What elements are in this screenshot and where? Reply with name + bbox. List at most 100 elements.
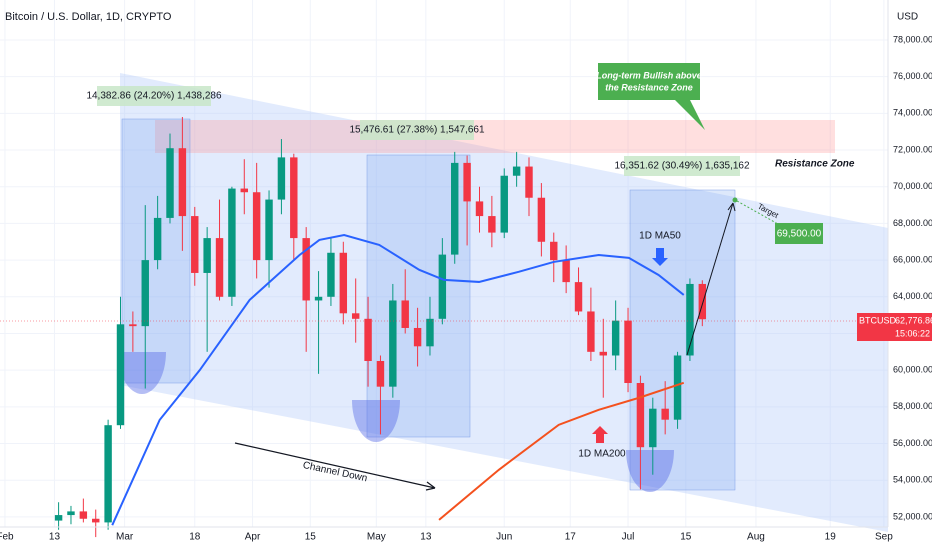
candle-body xyxy=(488,216,496,233)
target-price: 69,500.00 xyxy=(777,229,822,240)
candle-body xyxy=(537,197,546,242)
candle-body xyxy=(525,166,533,198)
candle-body xyxy=(512,166,521,176)
label-box xyxy=(360,120,474,140)
candle-body xyxy=(636,383,645,448)
ma200-label: 1D MA200 xyxy=(578,449,626,460)
candle-body xyxy=(475,201,484,217)
range-box xyxy=(629,189,736,491)
x-tick-label: Feb xyxy=(0,532,14,543)
candle-body xyxy=(351,313,360,319)
candle-body xyxy=(574,282,583,312)
candle-body xyxy=(92,518,100,523)
y-tick-label: 74,000.00 xyxy=(893,108,932,118)
candle-body xyxy=(649,408,657,448)
x-tick-label: 15 xyxy=(680,532,692,543)
candle-body xyxy=(611,320,620,356)
x-tick-label: Apr xyxy=(245,532,261,543)
x-tick-label: 13 xyxy=(49,532,61,543)
x-tick-label: Aug xyxy=(747,532,765,543)
last-price: 62,776.86 xyxy=(895,315,932,325)
moving-average xyxy=(438,381,685,521)
y-tick-label: 60,000.00 xyxy=(893,365,932,375)
x-tick-label: 13 xyxy=(420,532,432,543)
candle-body xyxy=(203,238,211,273)
x-tick-label: May xyxy=(367,532,386,543)
candle-body xyxy=(79,511,88,519)
candle-body xyxy=(166,148,174,218)
y-tick-label: 76,000.00 xyxy=(893,71,932,81)
candle-body xyxy=(562,260,570,283)
channel xyxy=(120,73,888,532)
arrow-head xyxy=(727,202,736,212)
label-box xyxy=(97,86,211,106)
candle-body xyxy=(364,318,372,361)
ma50-label: 1D MA50 xyxy=(639,231,681,242)
candle-body xyxy=(314,296,323,301)
candle-body xyxy=(624,320,632,384)
candle-body xyxy=(463,162,471,202)
x-tick-label: 18 xyxy=(189,532,201,543)
range-label: 14,382.86 (24.20%) 1,438,286 xyxy=(86,91,222,102)
x-tick-label: Jul xyxy=(622,532,635,543)
candle-body xyxy=(116,324,125,426)
y-tick-label: 64,000.00 xyxy=(893,291,932,301)
y-tick-label: 58,000.00 xyxy=(893,401,932,411)
countdown: 15:06:22 xyxy=(895,328,930,338)
candle-body xyxy=(376,360,385,387)
y-tick-label: 66,000.00 xyxy=(893,254,932,264)
candle-body xyxy=(252,192,261,261)
candle-body xyxy=(661,408,669,420)
candle-body xyxy=(587,311,595,352)
candle-body xyxy=(141,260,149,327)
candle-body xyxy=(104,425,112,523)
marks xyxy=(54,117,707,538)
candle-body xyxy=(599,351,607,356)
x-tick-label: 19 xyxy=(825,532,837,543)
symbol: BTCUSD xyxy=(859,315,897,325)
candle-body xyxy=(153,217,162,261)
moving-average xyxy=(111,233,685,526)
y-tick-label: 68,000.00 xyxy=(893,218,932,228)
price-tag xyxy=(857,313,932,341)
resistance-zone xyxy=(155,120,835,153)
candle-body xyxy=(191,216,199,273)
candle-body xyxy=(129,324,137,327)
candle-body xyxy=(500,175,508,233)
candle-body xyxy=(550,241,558,261)
candle-body xyxy=(178,148,187,217)
candle-body xyxy=(426,318,434,347)
candle-body xyxy=(67,511,75,516)
range-label: 16,351.62 (30.49%) 1,635,162 xyxy=(614,161,750,172)
candle-body xyxy=(401,300,409,328)
candle-body xyxy=(686,283,694,356)
candle-body xyxy=(228,188,236,297)
candle-body xyxy=(413,327,422,347)
y-tick-label: 72,000.00 xyxy=(893,144,932,154)
callout xyxy=(598,63,705,130)
candle-body xyxy=(240,188,248,193)
resistance-label: Resistance Zone xyxy=(775,159,855,170)
candle-body xyxy=(215,238,224,297)
candle-body xyxy=(673,355,682,420)
y-tick-label: 52,000.00 xyxy=(893,511,932,521)
y-tick-label: 70,000.00 xyxy=(893,181,932,191)
candle-body xyxy=(54,515,63,521)
x-tick-label: Sep xyxy=(875,532,893,543)
candle-body xyxy=(451,162,459,255)
target-box xyxy=(775,223,823,244)
chart-title: Bitcoin / U.S. Dollar, 1D, CRYPTO xyxy=(5,11,172,23)
candle-body xyxy=(290,157,298,239)
callout-text: Long-term Bullish above xyxy=(596,70,702,80)
currency: USD xyxy=(897,12,918,23)
candle-body xyxy=(327,252,335,297)
candle-body xyxy=(277,157,286,200)
candle-body xyxy=(302,238,310,301)
x-tick-label: 17 xyxy=(565,532,577,543)
bottom-arc xyxy=(626,450,674,492)
x-tick-label: Jun xyxy=(496,532,512,543)
channel-arrow xyxy=(234,442,436,489)
target-point xyxy=(732,197,738,203)
label-box xyxy=(624,156,740,176)
